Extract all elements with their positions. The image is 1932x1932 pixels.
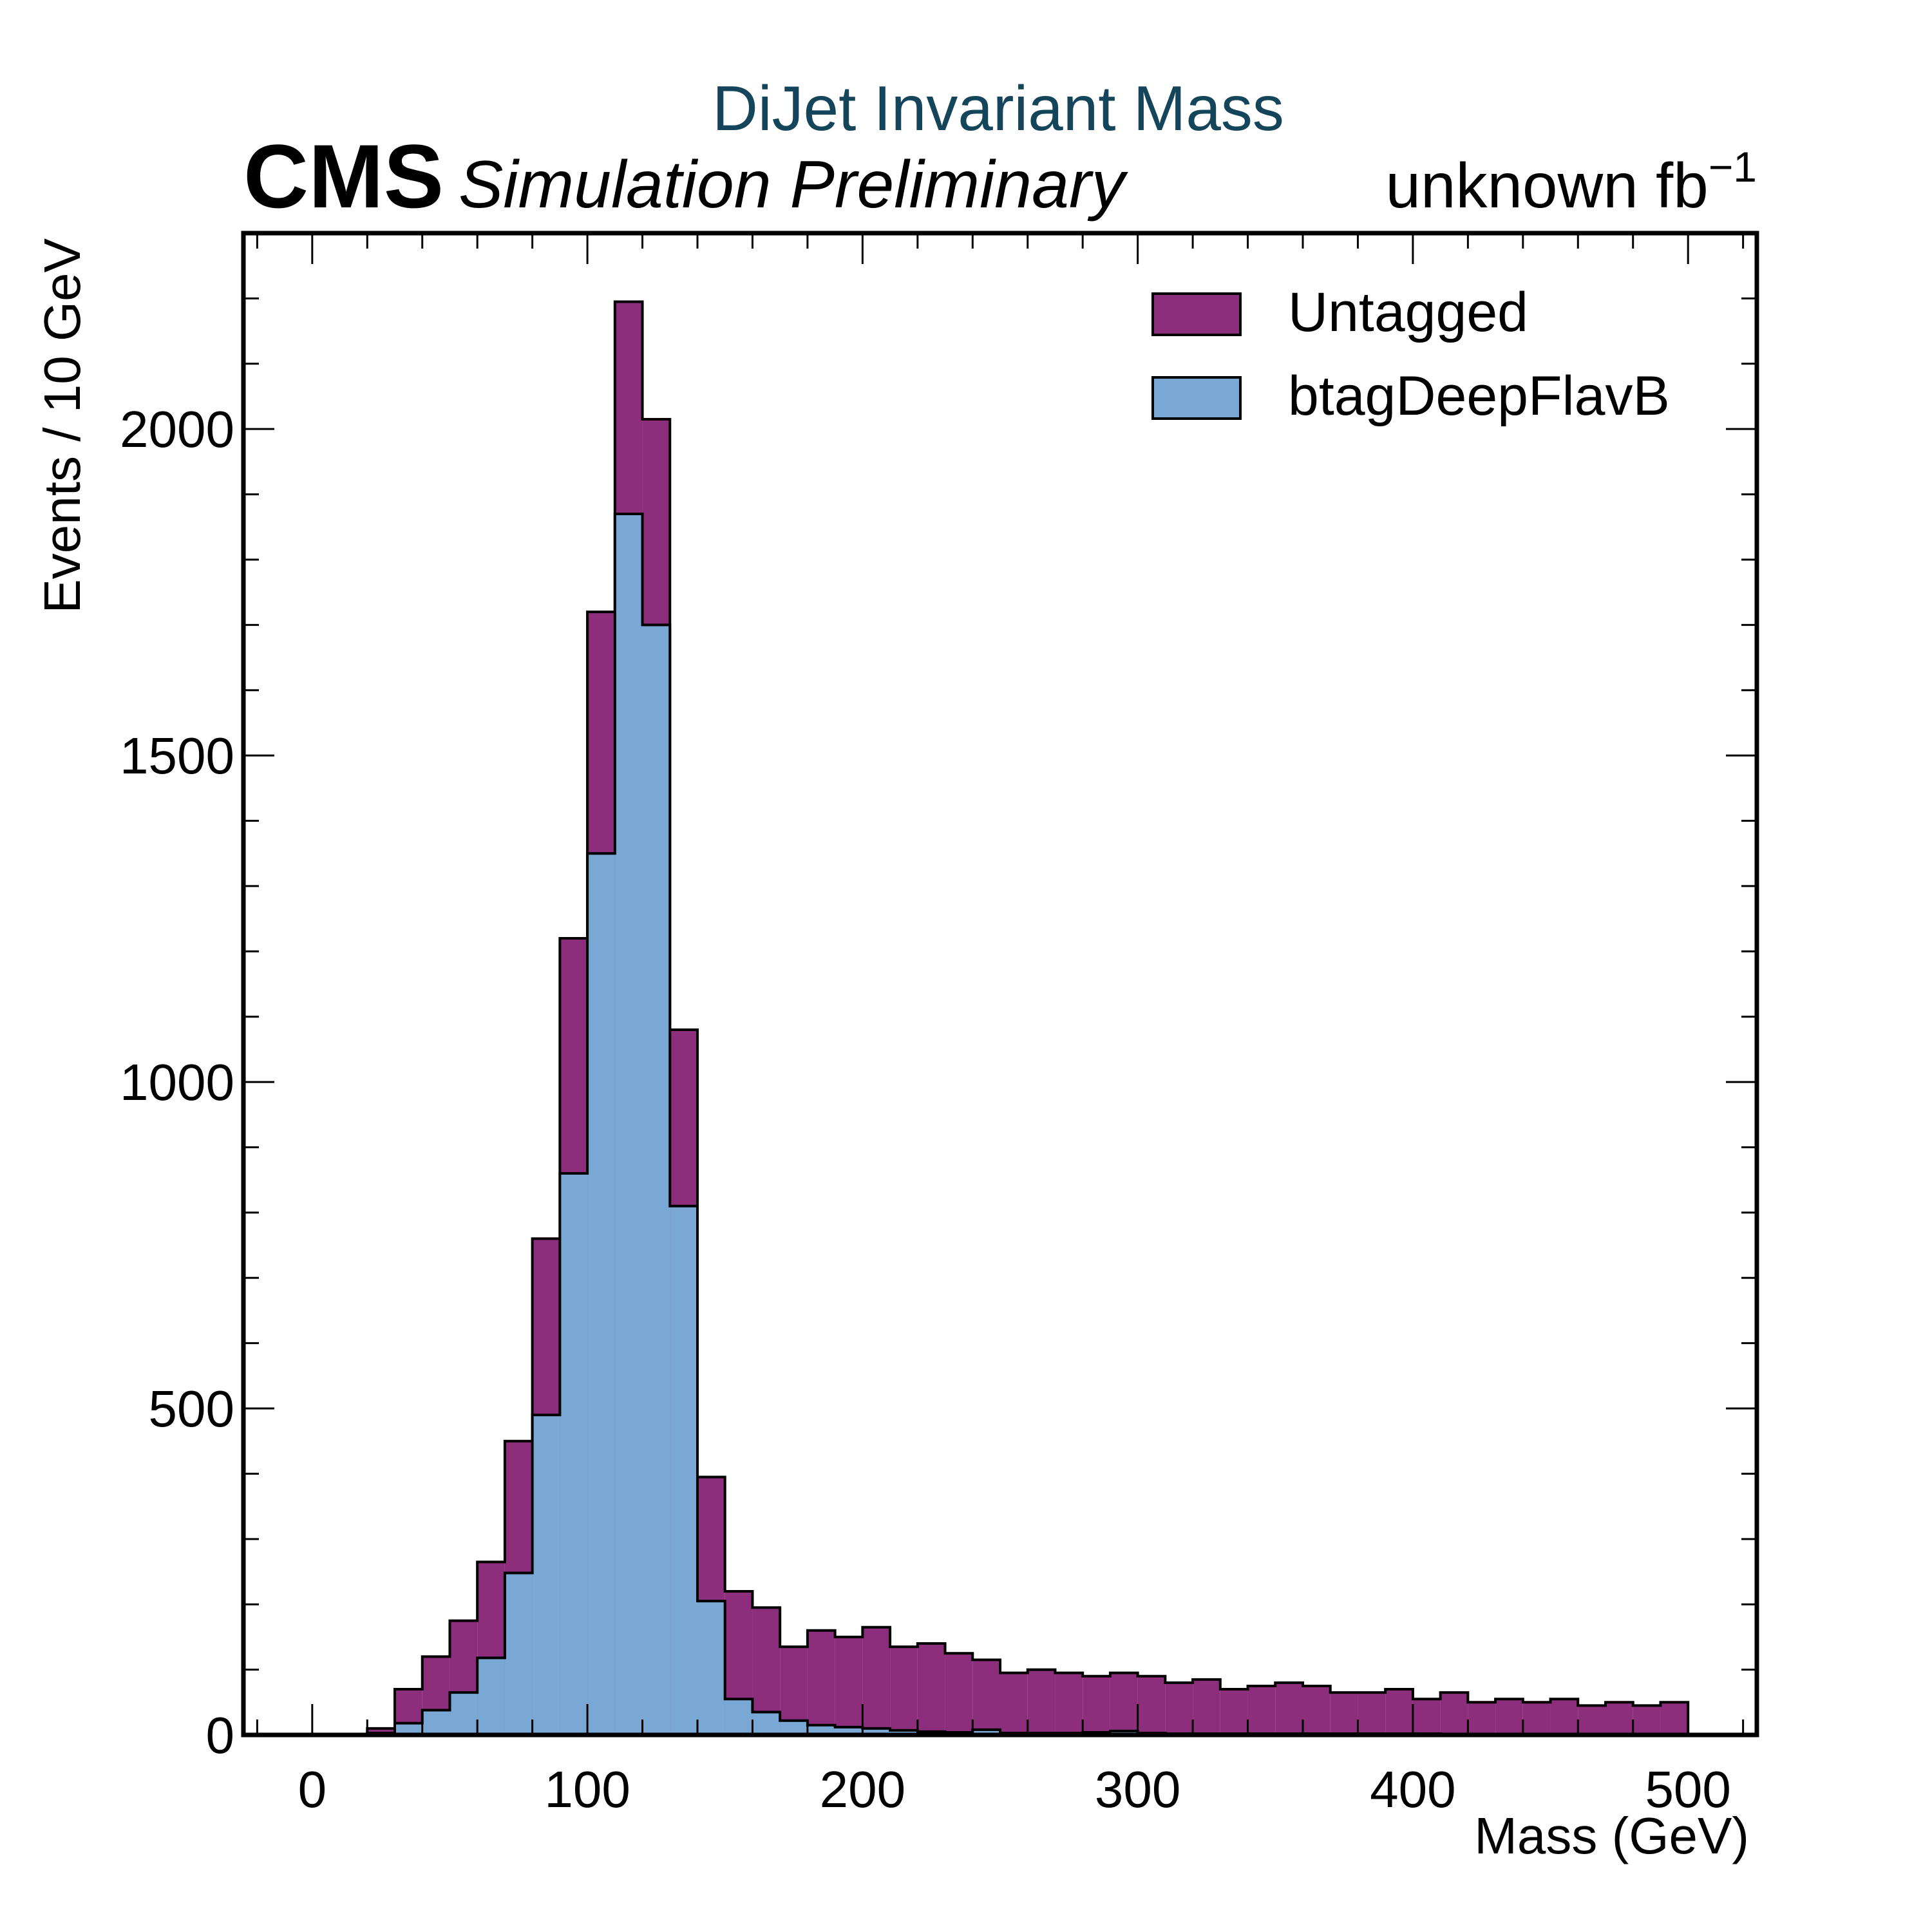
bar-untagged-42 [1468, 1702, 1496, 1735]
bar-untagged-39 [1385, 1689, 1413, 1735]
bar-untagged-27 [1055, 1672, 1083, 1735]
bar-btagdeepflavb-8 [532, 1415, 560, 1735]
bar-btagdeepflavb-13 [670, 1206, 697, 1735]
y-tick-label: 1500 [120, 727, 234, 784]
bar-btagdeepflavb-24 [972, 1729, 1000, 1735]
legend-swatch-untagged [1151, 292, 1242, 336]
bar-untagged-32 [1193, 1679, 1220, 1735]
bar-untagged-20 [862, 1627, 891, 1735]
chart-title: DiJet Invariant Mass [712, 73, 1284, 144]
bar-btagdeepflavb-5 [450, 1692, 478, 1735]
bar-btagdeepflavb-7 [504, 1573, 533, 1735]
bar-untagged-19 [835, 1636, 863, 1735]
bar-untagged-29 [1110, 1672, 1138, 1735]
lumi-text: unknown fb [1386, 150, 1709, 221]
bar-btagdeepflavb-20 [862, 1728, 891, 1735]
y-tick-label: 1000 [120, 1054, 234, 1111]
y-tick-label: 500 [149, 1380, 234, 1437]
bar-untagged-35 [1275, 1682, 1303, 1735]
bar-untagged-18 [807, 1630, 835, 1735]
bar-untagged-41 [1440, 1692, 1468, 1735]
x-tick-label: 100 [544, 1761, 630, 1818]
bar-untagged-46 [1578, 1705, 1605, 1735]
bar-untagged-31 [1165, 1682, 1193, 1735]
bar-btagdeepflavb-6 [477, 1658, 505, 1735]
bar-untagged-33 [1220, 1689, 1248, 1735]
x-tick-label: 500 [1645, 1761, 1730, 1818]
bar-untagged-45 [1550, 1699, 1578, 1735]
bar-untagged-28 [1083, 1676, 1110, 1735]
plot-area: 0 100 200 300 400 500 0 500 1000 1500 2000 Untagged… [120, 231, 1759, 1818]
bar-btagdeepflavb-4 [422, 1710, 450, 1735]
legend-label-btagdeepflavb: btagDeepFlavB [1288, 365, 1670, 427]
bar-untagged-34 [1247, 1685, 1276, 1735]
lumi-label: unknown fb−1 [1386, 143, 1757, 221]
bar-untagged-22 [917, 1643, 945, 1735]
bar-untagged-48 [1633, 1705, 1661, 1735]
bar-btagdeepflavb-18 [807, 1725, 835, 1735]
plot-frame [241, 231, 1759, 1738]
y-axis-label: Events / 10 GeV [33, 238, 91, 613]
status-label: Simulation Preliminary [459, 147, 1129, 222]
bar-untagged-24 [972, 1660, 1000, 1735]
legend-swatch-btagdeepflavb [1151, 376, 1242, 420]
legend-label-untagged: Untagged [1288, 281, 1528, 343]
outline-untagged [312, 300, 1690, 1736]
bar-untagged-37 [1330, 1692, 1358, 1735]
bar-btagdeepflavb-14 [697, 1601, 725, 1735]
bar-btagdeepflavb-11 [614, 513, 643, 1735]
bar-btagdeepflavb-3 [395, 1723, 422, 1735]
bar-untagged-40 [1412, 1699, 1441, 1735]
x-axis-label: Mass (GeV) [1474, 1807, 1749, 1864]
bar-untagged-36 [1303, 1685, 1331, 1735]
bar-untagged-44 [1522, 1702, 1551, 1735]
bar-btagdeepflavb-9 [560, 1173, 588, 1735]
bar-untagged-2 [367, 1728, 395, 1735]
bar-btagdeepflavb-12 [642, 625, 670, 1735]
bar-untagged-25 [1000, 1672, 1028, 1735]
y-tick-label: 0 [206, 1707, 235, 1764]
bar-untagged-38 [1358, 1692, 1386, 1735]
x-tick-label: 300 [1095, 1761, 1180, 1818]
bar-untagged-43 [1495, 1699, 1523, 1735]
bar-btagdeepflavb-21 [890, 1730, 918, 1735]
experiment-label: CMS [243, 126, 444, 227]
x-tick-label: 400 [1370, 1761, 1455, 1818]
x-tick-label: 0 [298, 1761, 327, 1818]
bar-untagged-49 [1660, 1702, 1689, 1735]
bar-btagdeepflavb-16 [752, 1712, 781, 1735]
bar-btagdeepflavb-17 [780, 1720, 808, 1735]
bar-untagged-21 [890, 1647, 918, 1735]
bar-untagged-47 [1605, 1702, 1633, 1735]
bar-untagged-23 [945, 1653, 973, 1735]
x-tick-label: 200 [820, 1761, 905, 1818]
y-tick-label: 2000 [120, 401, 234, 458]
lumi-exponent: −1 [1709, 143, 1757, 191]
bar-btagdeepflavb-10 [587, 853, 615, 1735]
bar-untagged-30 [1137, 1676, 1166, 1735]
bar-btagdeepflavb-15 [724, 1699, 753, 1735]
bar-untagged-26 [1027, 1669, 1056, 1735]
